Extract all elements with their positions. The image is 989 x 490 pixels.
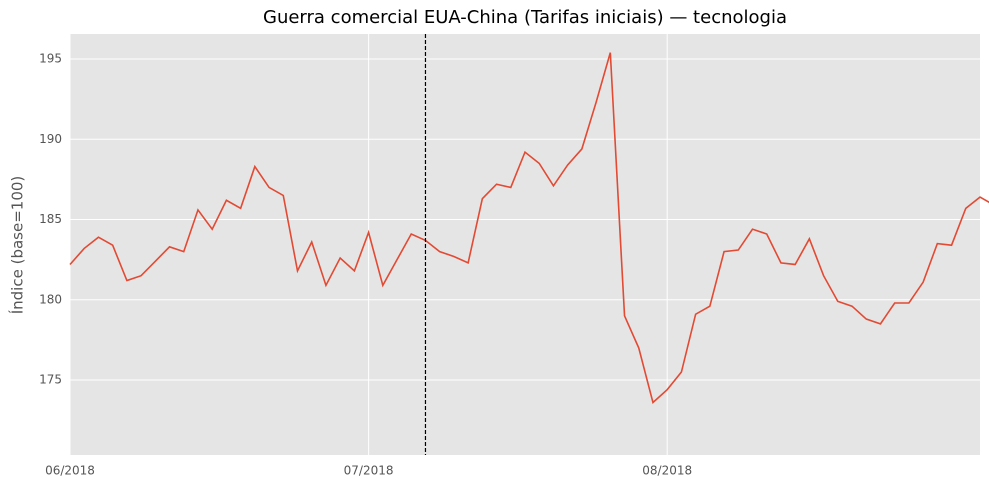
x-tick-label: 08/2018 [642,464,692,478]
y-tick-label: 185 [39,212,62,226]
y-tick-label: 180 [39,292,62,306]
y-axis-label: Índice (base=100) [8,176,27,315]
y-tick-label: 175 [39,373,62,387]
plot-area [70,34,980,455]
y-tick-label: 190 [39,132,62,146]
x-tick-label: 07/2018 [344,464,394,478]
chart-title: Guerra comercial EUA-China (Tarifas inic… [263,7,787,28]
y-tick-label: 195 [39,52,62,66]
x-tick-label: 06/2018 [45,464,95,478]
line-series [69,52,989,404]
marks [69,34,989,455]
grid [69,34,980,455]
